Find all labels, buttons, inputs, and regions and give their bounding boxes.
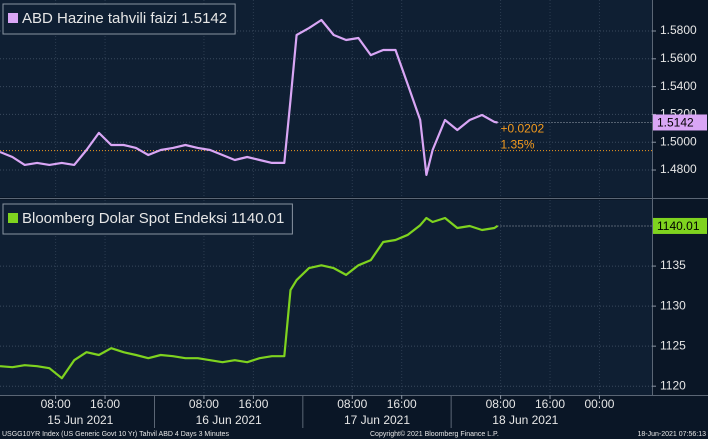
y-tick-label: 1.5600	[660, 51, 697, 65]
footer-center: Copyright© 2021 Bloomberg Finance L.P.	[370, 430, 499, 438]
x-tick-label: 16:00	[535, 397, 565, 411]
x-tick-label: 16:00	[387, 397, 417, 411]
legend-box	[2, 3, 236, 35]
last-value-label: 1.5142	[657, 116, 694, 130]
x-tick-label: 16:00	[238, 397, 268, 411]
legend-value: 1140.01	[231, 210, 284, 227]
y-tick-label: 1120	[660, 378, 686, 392]
last-value-box	[653, 114, 707, 131]
series-line	[0, 216, 499, 380]
date-label: 15 Jun 2021	[47, 413, 113, 427]
last-value-label: 1140.01	[657, 219, 700, 233]
x-tick-label: 16:00	[90, 397, 120, 411]
date-label: 17 Jun 2021	[344, 413, 410, 427]
legend-name: ABD Hazine tahvili faizi	[22, 10, 177, 27]
annotation-change-pct: 1.35%	[500, 138, 534, 152]
x-tick-label: 00:00	[584, 397, 614, 411]
y-tick-label: 1.5400	[660, 79, 697, 93]
x-tick-label: 08:00	[189, 397, 219, 411]
date-label: 18 Jun 2021	[492, 413, 558, 427]
footer-right: 18-Jun-2021 07:56:13	[638, 431, 707, 438]
legend-name: Bloomberg Dolar Spot Endeksi	[22, 210, 227, 227]
legend-swatch	[8, 213, 18, 223]
legend: Bloomberg Dolar Spot Endeksi 1140.01	[2, 203, 293, 235]
y-tick-label: 1130	[660, 298, 686, 312]
y-tick-label: 1135	[660, 258, 686, 272]
series-line	[0, 18, 498, 176]
date-label: 16 Jun 2021	[196, 413, 262, 427]
legend-swatch	[8, 13, 18, 23]
y-tick-label: 1125	[660, 338, 686, 352]
legend-text: ABD Hazine tahvili faizi 1.5142	[22, 10, 227, 27]
x-tick-label: 08:00	[486, 397, 516, 411]
y-tick-label: 1.5000	[660, 134, 697, 148]
y-tick-label: 1.5800	[660, 23, 697, 37]
x-tick-label: 08:00	[41, 397, 71, 411]
legend-text: Bloomberg Dolar Spot Endeksi 1140.01	[22, 210, 284, 227]
annotation-change: +0.0202	[500, 122, 544, 136]
footer-left: USGG10YR Index (US Generic Govt 10 Yr) T…	[2, 431, 229, 438]
legend-box	[2, 203, 293, 235]
x-tick-label: 08:00	[337, 397, 367, 411]
y-tick-label: 1.4800	[660, 162, 697, 176]
legend-value: 1.5142	[181, 10, 227, 27]
last-value-box	[653, 217, 707, 234]
legend: ABD Hazine tahvili faizi 1.5142	[2, 3, 236, 35]
